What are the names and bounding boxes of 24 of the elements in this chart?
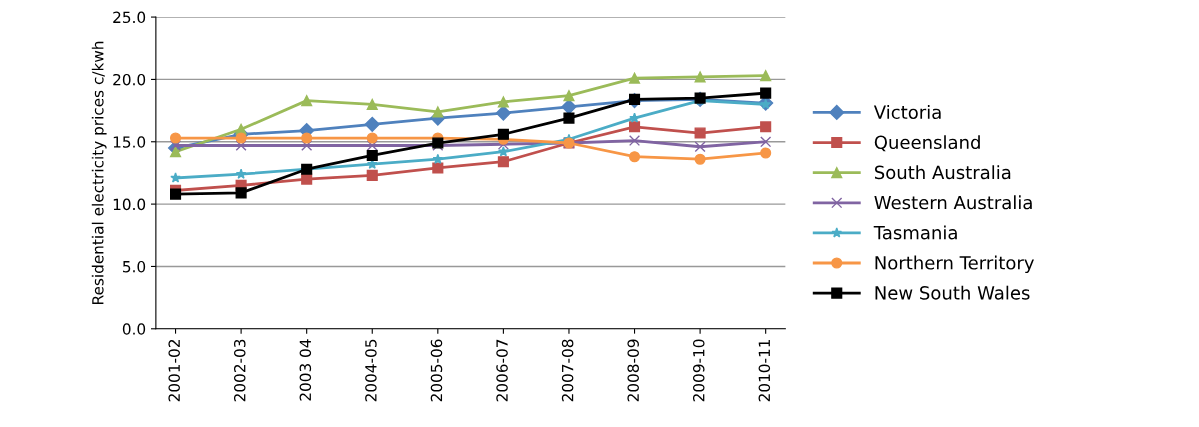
x-tick-label: 2004-05 <box>365 339 377 402</box>
y-tick-label: 10.0 <box>113 198 146 211</box>
x-tick-label: 2009-10 <box>692 339 705 402</box>
legend-label: Northern Territory <box>875 255 1034 274</box>
x-tick-label: 2006-07 <box>496 339 508 402</box>
x-tick-label: 2007-08 <box>561 339 574 402</box>
x-tick-label: 2008-09 <box>627 339 639 402</box>
legend-label: Western Australia <box>874 195 1032 210</box>
x-tick-label: 2002-03 <box>233 339 246 402</box>
legend-label: Tasmania <box>873 225 957 240</box>
y-axis-title: Residential electricity prices c/kwh <box>91 41 107 304</box>
y-tick-label: 15.0 <box>113 136 146 148</box>
legend-label: South Australia <box>874 165 1011 180</box>
legend-label: Queensland <box>874 135 980 152</box>
x-tick-label: 2001-02 <box>168 340 180 402</box>
legend-label: New South Wales <box>875 285 1030 300</box>
y-tick-label: 5.0 <box>123 260 146 273</box>
x-tick-label: 2010-11 <box>758 339 771 402</box>
y-tick-label: 0.0 <box>122 323 146 335</box>
legend-label: Victoria <box>873 105 941 120</box>
x-tick-label: 2005-06 <box>430 339 443 402</box>
y-tick-label: 20.0 <box>113 73 146 86</box>
x-tick-label: 2003 04 <box>299 339 312 401</box>
y-tick-label: 25.0 <box>113 11 146 24</box>
